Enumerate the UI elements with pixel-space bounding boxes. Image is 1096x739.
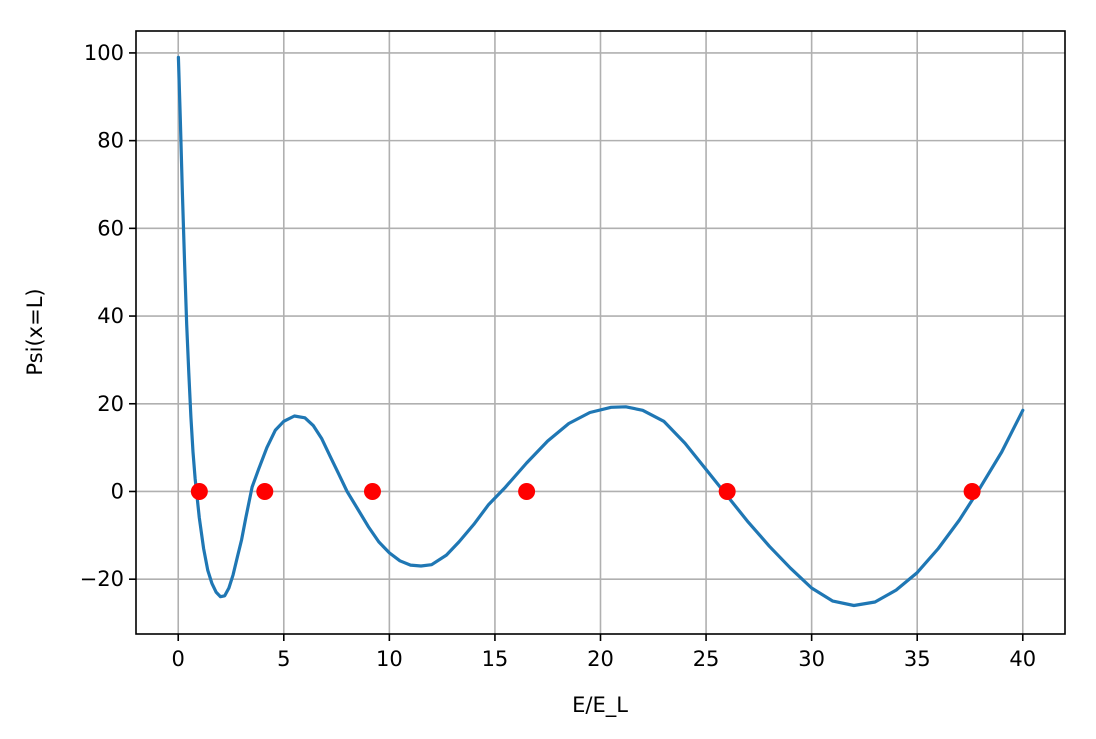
y-axis-label: Psi(x=L) bbox=[23, 288, 47, 375]
zero-crossing-point bbox=[963, 482, 981, 500]
x-tick-label: 15 bbox=[482, 647, 509, 671]
zero-crossing-point bbox=[256, 482, 274, 500]
x-tick-label: 30 bbox=[798, 647, 825, 671]
y-tick-label: 60 bbox=[97, 216, 124, 240]
y-tick-label: 80 bbox=[97, 129, 124, 153]
x-axis-label: E/E_L bbox=[572, 693, 628, 718]
x-tick-label: 5 bbox=[277, 647, 290, 671]
x-tick-label: 25 bbox=[693, 647, 720, 671]
y-tick-label: 0 bbox=[111, 479, 124, 503]
x-tick-label: 20 bbox=[587, 647, 614, 671]
x-tick-label: 35 bbox=[904, 647, 931, 671]
y-tick-label: 20 bbox=[97, 392, 124, 416]
x-tick-label: 0 bbox=[172, 647, 185, 671]
y-tick-label: 40 bbox=[97, 304, 124, 328]
zero-crossing-point bbox=[190, 482, 208, 500]
grid bbox=[136, 31, 1065, 634]
zero-crossing-point bbox=[363, 482, 381, 500]
y-tick-label: 100 bbox=[84, 41, 124, 65]
y-tick-label: −20 bbox=[80, 567, 124, 591]
psi-curve bbox=[176, 55, 1025, 608]
zero-crossing-point bbox=[718, 482, 736, 500]
x-tick-label: 40 bbox=[1009, 647, 1036, 671]
x-tick-label: 10 bbox=[376, 647, 403, 671]
zero-crossing-point bbox=[518, 482, 536, 500]
ticks: 0 5 10 15 20 25 30 35 40 −20 0 20 40 60 80 100 bbox=[80, 41, 1036, 671]
series-layer bbox=[176, 55, 1025, 608]
